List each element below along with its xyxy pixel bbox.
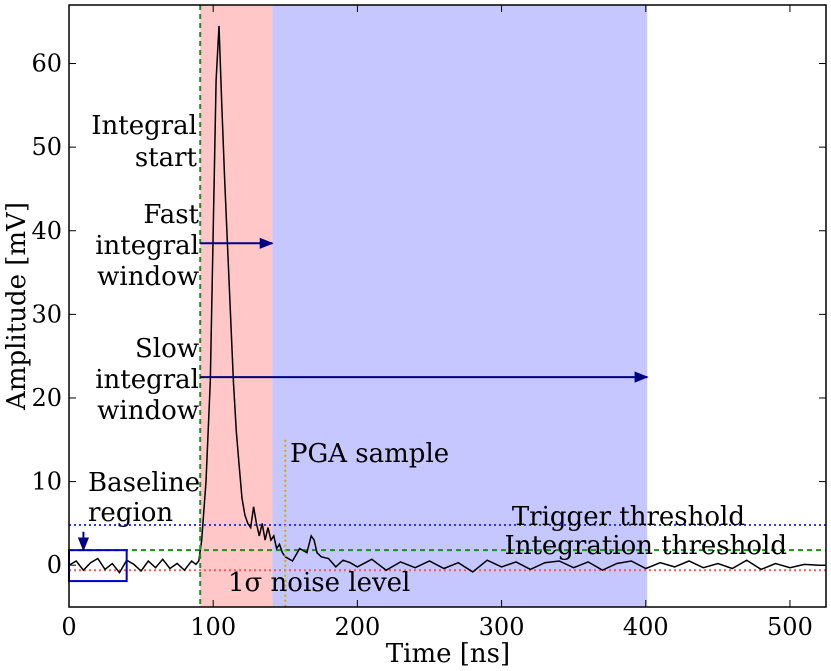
fast-window-label-line3: window bbox=[97, 262, 199, 292]
x-tick-label: 0 bbox=[61, 613, 76, 641]
slow-window-label-line3: window bbox=[97, 396, 199, 426]
noise-level-label: 1σ noise level bbox=[228, 568, 410, 598]
waveform-group bbox=[69, 25, 826, 575]
slow-window-label-line1: Slow bbox=[135, 334, 199, 364]
axis-ticks: 0 100 200 300 400 500 0 10 20 30 40 50 60 bbox=[31, 5, 826, 641]
vertical-markers bbox=[199, 5, 287, 607]
y-tick-label: 10 bbox=[31, 468, 62, 496]
waveform-line bbox=[69, 25, 826, 575]
integral-start-label-line1: Integral bbox=[91, 111, 197, 141]
baseline-label-line2: region bbox=[88, 498, 173, 528]
y-tick-label: 30 bbox=[31, 300, 62, 328]
y-tick-label: 60 bbox=[31, 50, 62, 78]
x-tick-label: 300 bbox=[479, 613, 525, 641]
fast-window-label-line1: Fast bbox=[143, 200, 199, 230]
baseline-label-line1: Baseline bbox=[88, 468, 200, 498]
x-tick-label: 500 bbox=[767, 613, 813, 641]
trigger-threshold-label: Trigger threshold bbox=[512, 502, 745, 532]
x-tick-label: 100 bbox=[190, 613, 236, 641]
y-axis-label: Amplitude [mV] bbox=[2, 202, 32, 411]
integral-windows bbox=[200, 5, 648, 607]
pga-sample-label: PGA sample bbox=[290, 439, 449, 469]
plot-frame bbox=[68, 4, 827, 608]
fast-window-label-line2: integral bbox=[95, 231, 199, 261]
slow-integral-window bbox=[272, 5, 648, 607]
y-tick-label: 40 bbox=[31, 217, 62, 245]
x-tick-label: 400 bbox=[623, 613, 669, 641]
y-tick-label: 0 bbox=[47, 551, 62, 579]
integration-threshold-label: Integration threshold bbox=[504, 531, 787, 561]
y-tick-label: 20 bbox=[31, 384, 62, 412]
x-axis-label: Time [ns] bbox=[386, 639, 510, 669]
baseline-region-box bbox=[68, 549, 128, 583]
slow-window-label-line2: integral bbox=[95, 365, 199, 395]
integral-start-label-line2: start bbox=[135, 143, 198, 173]
y-tick-label: 50 bbox=[31, 133, 62, 161]
x-tick-label: 200 bbox=[334, 613, 380, 641]
threshold-lines bbox=[69, 524, 826, 572]
